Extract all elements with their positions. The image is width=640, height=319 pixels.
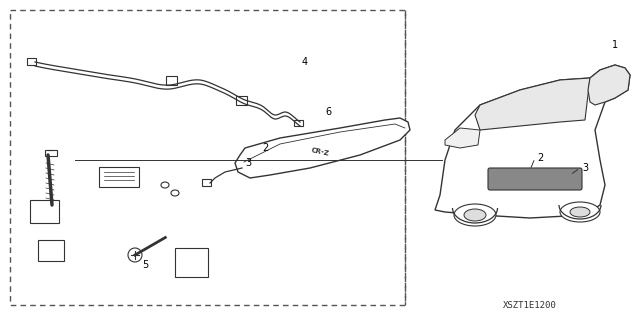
Ellipse shape: [171, 190, 179, 196]
Polygon shape: [435, 65, 630, 218]
Ellipse shape: [560, 202, 600, 222]
FancyBboxPatch shape: [29, 199, 58, 222]
Ellipse shape: [464, 209, 486, 221]
Ellipse shape: [570, 207, 590, 217]
Text: 3: 3: [582, 163, 588, 173]
Polygon shape: [235, 118, 410, 178]
FancyBboxPatch shape: [202, 179, 211, 186]
FancyBboxPatch shape: [175, 248, 207, 277]
Polygon shape: [475, 78, 590, 130]
Polygon shape: [445, 128, 480, 148]
Text: 1: 1: [612, 40, 618, 50]
Text: 5: 5: [142, 260, 148, 270]
FancyBboxPatch shape: [99, 167, 139, 187]
FancyBboxPatch shape: [166, 76, 177, 85]
FancyBboxPatch shape: [26, 57, 35, 64]
FancyBboxPatch shape: [488, 168, 582, 190]
Ellipse shape: [454, 204, 496, 226]
Polygon shape: [588, 65, 630, 105]
FancyBboxPatch shape: [45, 150, 58, 156]
FancyBboxPatch shape: [236, 95, 246, 105]
Text: 2: 2: [262, 143, 268, 153]
Text: 6: 6: [325, 107, 331, 117]
Text: XSZT1E1200: XSZT1E1200: [503, 300, 557, 309]
Circle shape: [128, 248, 142, 262]
Text: 2: 2: [537, 153, 543, 163]
Text: 4: 4: [302, 57, 308, 67]
Text: 3: 3: [245, 158, 251, 168]
FancyBboxPatch shape: [294, 120, 303, 126]
Ellipse shape: [161, 182, 169, 188]
Text: CR-Z: CR-Z: [310, 147, 330, 157]
FancyBboxPatch shape: [38, 240, 63, 261]
